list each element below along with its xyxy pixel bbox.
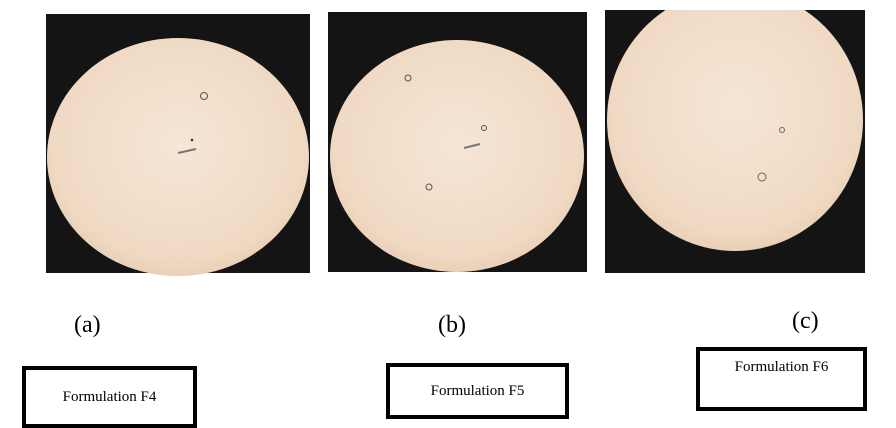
image-c — [605, 0, 865, 273]
caption: Formulation F5 — [431, 383, 525, 400]
page: (a) (b) (c) Formulation F4 Formulation F… — [0, 0, 896, 422]
micrographs — [0, 0, 896, 290]
caption: Formulation F6 — [735, 359, 829, 376]
panel-label: (a) — [74, 312, 101, 339]
image-a — [46, 14, 310, 276]
caption: Formulation F4 — [63, 389, 157, 406]
image-b — [328, 12, 587, 272]
panel-label: (c) — [792, 308, 819, 335]
caption-box: Formulation F5 — [386, 363, 569, 419]
panel-label: (b) — [438, 312, 466, 339]
caption-box: Formulation F6 — [696, 347, 867, 411]
caption-box: Formulation F4 — [22, 366, 197, 428]
